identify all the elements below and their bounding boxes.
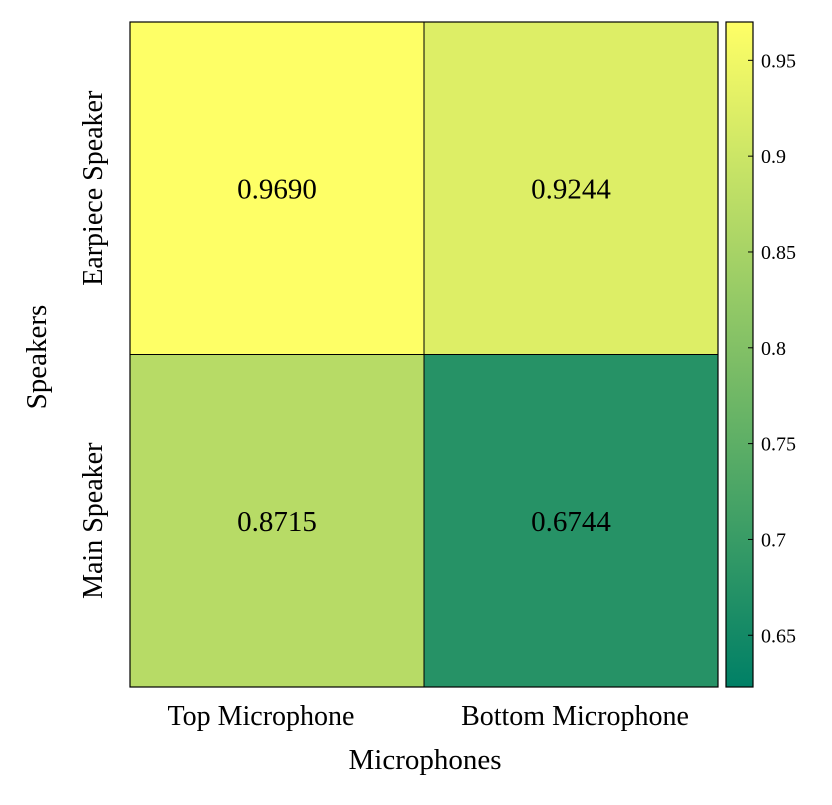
colorbar-tick-label: 0.95	[761, 50, 796, 72]
y-tick-label: Earpiece Speaker	[78, 90, 109, 286]
x-tick-label: Top Microphone	[167, 701, 354, 732]
x-axis-ticks: Top Microphone Bottom Microphone	[167, 701, 688, 732]
x-axis-title: Microphones	[348, 744, 501, 776]
colorbar-tick-label: 0.75	[761, 434, 796, 456]
heatmap-cell-labels: 0.9690 0.9244 0.8715 0.6744	[237, 173, 611, 538]
colorbar-gradient	[725, 21, 754, 688]
heatmap-cell	[423, 21, 719, 355]
colorbar-tick-label: 0.9	[761, 146, 786, 168]
colorbar-tick-label: 0.85	[761, 242, 796, 264]
heatmap-cell-label: 0.9690	[237, 173, 317, 205]
colorbar-tick-label: 0.8	[761, 338, 786, 360]
y-axis-ticks: Earpiece Speaker Main Speaker	[78, 90, 109, 599]
heatmap-cell	[129, 354, 425, 688]
plot-border	[129, 21, 719, 688]
heatmap-cell-label: 0.8715	[237, 506, 317, 538]
heatmap-cell	[129, 21, 425, 355]
heatmap-cell-label: 0.9244	[531, 173, 611, 205]
colorbar: 0.65 0.7 0.75 0.8 0.85 0.9 0.95	[725, 21, 796, 688]
y-tick-label: Main Speaker	[78, 442, 109, 599]
heatmap-cell-label: 0.6744	[531, 506, 611, 538]
colorbar-tick-label: 0.7	[761, 529, 786, 551]
colorbar-tick-label: 0.65	[761, 625, 796, 647]
y-axis-title: Speakers	[21, 305, 53, 410]
heatmap-cell	[423, 354, 719, 688]
x-tick-label: Bottom Microphone	[461, 701, 689, 732]
heatmap-cells	[129, 21, 719, 688]
